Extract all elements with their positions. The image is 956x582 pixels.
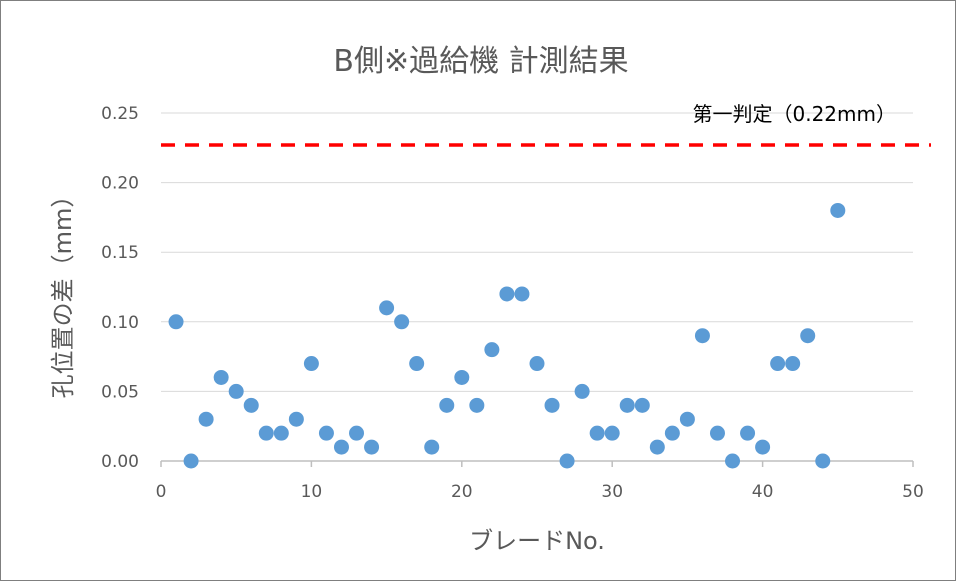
data-point	[288, 411, 304, 427]
x-tick-label: 10	[301, 482, 323, 502]
data-points	[168, 202, 846, 469]
data-point	[755, 439, 771, 455]
data-point	[198, 411, 214, 427]
data-point	[213, 369, 229, 385]
data-point	[800, 328, 816, 344]
data-point	[740, 425, 756, 441]
y-tick-label: 0.10	[101, 313, 139, 333]
grid-lines	[161, 112, 913, 392]
y-tick-label: 0.15	[101, 243, 139, 263]
data-point	[664, 425, 680, 441]
data-point	[394, 314, 410, 330]
data-point	[589, 425, 605, 441]
data-point	[679, 411, 695, 427]
data-point	[168, 314, 184, 330]
data-point	[529, 356, 545, 372]
data-point	[349, 425, 365, 441]
x-tick-labels: 0 10 20 30 40 50	[156, 482, 924, 502]
y-tick-label: 0.05	[101, 382, 139, 402]
threshold-label: 第一判定（0.22mm）	[693, 102, 897, 126]
x-axis-label: ブレードNo.	[469, 527, 605, 555]
data-point	[725, 453, 741, 469]
data-point	[649, 439, 665, 455]
data-point	[770, 356, 786, 372]
x-tick-label: 40	[752, 482, 774, 502]
data-point	[439, 397, 455, 413]
chart-title: B側※過給機 計測結果	[333, 44, 628, 79]
data-point	[634, 397, 650, 413]
y-tick-labels: 0.00 0.05 0.10 0.15 0.20 0.25	[101, 104, 139, 472]
data-point	[364, 439, 380, 455]
data-point	[469, 397, 485, 413]
data-point	[830, 202, 846, 218]
data-point	[454, 369, 470, 385]
data-point	[619, 397, 635, 413]
data-point	[514, 286, 530, 302]
data-point	[318, 425, 334, 441]
data-point	[694, 328, 710, 344]
data-point	[604, 425, 620, 441]
x-tick-label: 30	[601, 482, 623, 502]
data-point	[574, 383, 590, 399]
data-point	[544, 397, 560, 413]
data-point	[243, 397, 259, 413]
data-point	[409, 356, 425, 372]
x-tick-label: 20	[451, 482, 473, 502]
data-point	[258, 425, 274, 441]
data-point	[273, 425, 289, 441]
data-point	[559, 453, 575, 469]
data-point	[333, 439, 349, 455]
data-point	[303, 356, 319, 372]
data-point	[228, 383, 244, 399]
data-point	[815, 453, 831, 469]
x-tick-label: 50	[902, 482, 924, 502]
data-point	[424, 439, 440, 455]
y-axis-label: 孔位置の差（mm）	[49, 184, 77, 399]
data-point	[379, 300, 395, 316]
data-point	[785, 356, 801, 372]
data-point	[709, 425, 725, 441]
data-point	[484, 342, 500, 358]
y-tick-label: 0.20	[101, 174, 139, 194]
data-point	[499, 286, 515, 302]
y-tick-label: 0.25	[101, 104, 139, 124]
x-tick-label: 0	[156, 482, 167, 502]
axes	[160, 460, 914, 467]
data-point	[183, 453, 199, 469]
y-tick-label: 0.00	[101, 452, 139, 472]
